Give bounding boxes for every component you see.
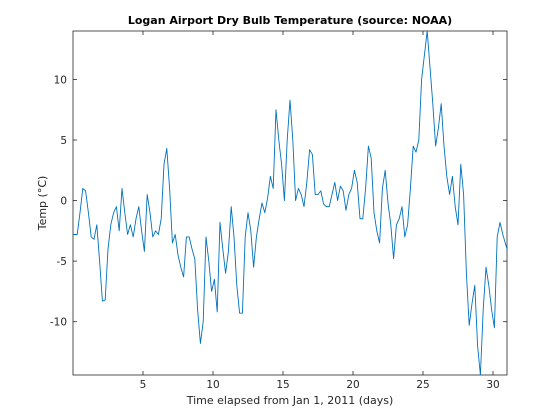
x-axis: 5 10 15 20 25 30 (140, 31, 500, 391)
y-tick-label: -5 (57, 256, 67, 268)
y-tick-label: -10 (50, 317, 67, 329)
x-tick-label: 25 (416, 379, 429, 391)
y-axis-label: Temp (°C) (36, 176, 49, 232)
y-axis: 10 5 0 -5 -10 (50, 74, 507, 329)
x-axis-label: Time elapsed from Jan 1, 2011 (days) (186, 394, 394, 407)
x-tick-label: 5 (140, 379, 147, 391)
y-tick-label: 5 (60, 135, 67, 147)
x-tick-label: 20 (346, 379, 359, 391)
temperature-series-line (73, 30, 508, 376)
x-tick-label: 10 (206, 379, 219, 391)
x-tick-label: 30 (486, 379, 499, 391)
y-tick-label: 0 (60, 196, 67, 208)
y-tick-label: 10 (54, 74, 67, 86)
chart-title: Logan Airport Dry Bulb Temperature (sour… (128, 14, 452, 27)
plot-area (72, 30, 508, 376)
x-tick-label: 15 (276, 379, 289, 391)
plot-frame (72, 30, 508, 376)
